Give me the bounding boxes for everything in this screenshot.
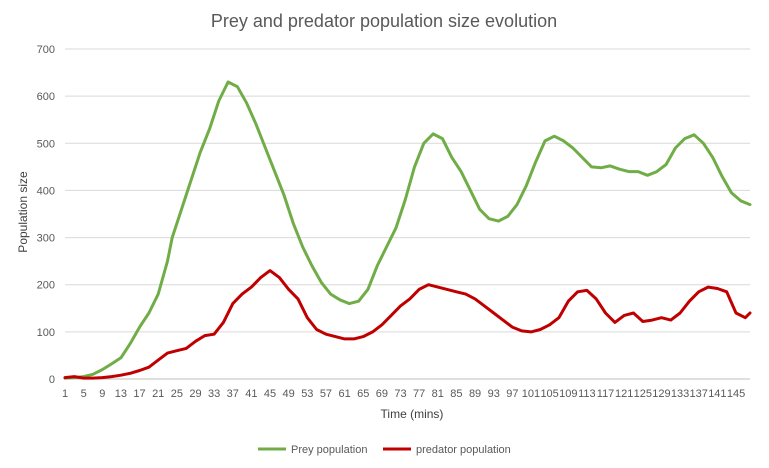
x-axis-ticks: 1 5 9 13 17 21 25 29 33 37 41 45 49 53 57 61 65 69 73 77 81 8…: [62, 388, 745, 400]
x-tick-label: 93: [488, 388, 500, 400]
grid: [65, 48, 750, 380]
chart-title: Prey and predator population size evolut…: [211, 11, 557, 31]
x-tick-label: 85: [450, 388, 462, 400]
series-lines: [63, 80, 752, 380]
x-tick-label: 97: [506, 388, 518, 400]
x-tick-label: 73: [394, 388, 406, 400]
x-tick-label: 45: [264, 388, 276, 400]
x-tick-label: 9: [99, 388, 105, 400]
y-tick-label: 400: [37, 185, 55, 197]
x-tick-label: 69: [376, 388, 388, 400]
x-tick-label: 5: [81, 388, 87, 400]
legend-label-prey: Prey population: [291, 444, 367, 456]
y-tick-label: 200: [37, 280, 55, 292]
y-tick-label: 100: [37, 327, 55, 339]
x-tick-label: 17: [133, 388, 145, 400]
x-tick-label: 101: [522, 388, 540, 400]
x-tick-label: 105: [540, 388, 558, 400]
x-tick-label: 25: [171, 388, 183, 400]
x-tick-label: 137: [690, 388, 708, 400]
legend: Prey population predator population: [258, 444, 511, 456]
y-tick-label: 700: [37, 44, 55, 56]
x-tick-label: 117: [597, 388, 615, 400]
x-tick-label: 125: [634, 388, 652, 400]
y-tick-label: 300: [37, 233, 55, 245]
y-tick-label: 500: [37, 138, 55, 150]
x-tick-label: 53: [301, 388, 313, 400]
x-tick-label: 77: [413, 388, 425, 400]
y-axis-ticks: 0 100 200 300 400 500 600 700: [37, 44, 55, 386]
x-tick-label: 49: [283, 388, 295, 400]
x-tick-label: 133: [671, 388, 689, 400]
y-tick-label: 600: [37, 91, 55, 103]
y-tick-label: 0: [49, 374, 55, 386]
x-tick-label: 81: [432, 388, 444, 400]
x-tick-label: 1: [62, 388, 68, 400]
x-tick-label: 29: [189, 388, 201, 400]
legend-label-predator: predator population: [416, 444, 511, 456]
x-axis-label: Time (mins): [381, 407, 444, 421]
x-tick-label: 65: [357, 388, 369, 400]
x-tick-label: 109: [559, 388, 577, 400]
prey-series-line: [63, 80, 752, 380]
x-tick-label: 61: [338, 388, 350, 400]
x-tick-label: 41: [245, 388, 257, 400]
x-tick-label: 141: [708, 388, 726, 400]
x-tick-label: 57: [320, 388, 332, 400]
x-tick-label: 21: [152, 388, 164, 400]
x-tick-label: 13: [115, 388, 127, 400]
predator-series-line: [63, 269, 752, 380]
x-tick-label: 37: [227, 388, 239, 400]
x-tick-label: 145: [727, 388, 745, 400]
x-tick-label: 113: [578, 388, 596, 400]
x-tick-label: 89: [469, 388, 481, 400]
x-tick-label: 121: [615, 388, 633, 400]
y-axis-label: Population size: [16, 171, 30, 253]
x-tick-label: 129: [652, 388, 670, 400]
x-tick-label: 33: [208, 388, 220, 400]
